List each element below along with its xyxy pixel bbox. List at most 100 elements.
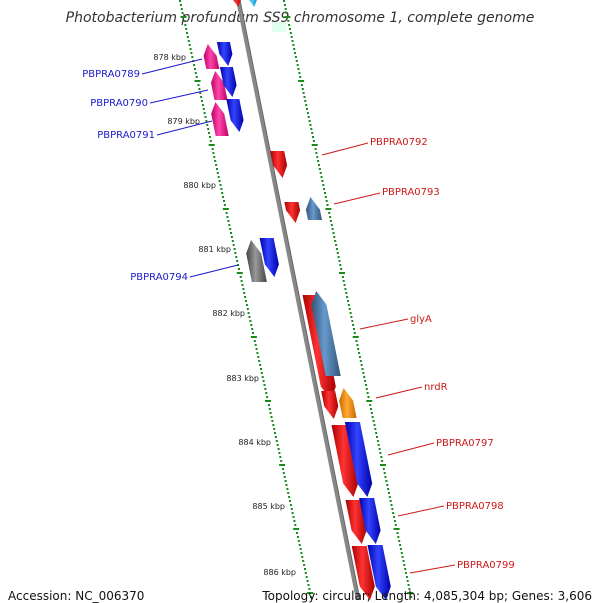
tick-mark bbox=[283, 476, 286, 478]
tick-mark bbox=[390, 504, 393, 506]
gene-label[interactable]: PBPRA0791 bbox=[97, 130, 155, 141]
tick-mark bbox=[230, 236, 233, 238]
gene-arrow[interactable] bbox=[359, 498, 381, 544]
tick-mark bbox=[204, 116, 207, 118]
tick-mark bbox=[347, 304, 350, 306]
tick-mark bbox=[282, 468, 284, 470]
gene-label[interactable]: PBPRA0797 bbox=[436, 438, 494, 449]
gene-arrow[interactable] bbox=[344, 422, 373, 497]
tick-mark bbox=[334, 240, 337, 242]
tick-mark bbox=[287, 492, 290, 494]
tick-mark bbox=[384, 476, 387, 478]
tick-mark bbox=[314, 148, 317, 150]
tick-mark bbox=[291, 40, 294, 42]
tick-mark bbox=[376, 436, 378, 438]
tick-mark bbox=[287, 20, 290, 22]
gene-arrow[interactable] bbox=[311, 291, 341, 376]
gene-label[interactable]: PBPRA0792 bbox=[370, 137, 428, 148]
tick-mark bbox=[346, 296, 349, 298]
gene-arrow[interactable] bbox=[230, 0, 242, 7]
tick-mark bbox=[220, 188, 223, 190]
gene-arrow[interactable] bbox=[270, 151, 288, 178]
tick-mark bbox=[223, 200, 225, 202]
tick-mark bbox=[295, 60, 298, 62]
kbp-label: 882 kbp bbox=[212, 309, 245, 318]
gene-arrow[interactable] bbox=[331, 425, 359, 497]
tick-mark bbox=[296, 536, 299, 538]
tick-mark bbox=[305, 576, 308, 578]
tick-mark bbox=[383, 472, 386, 474]
tick-mark bbox=[322, 184, 325, 186]
tick-mark bbox=[274, 436, 277, 438]
tick-mark bbox=[183, 20, 186, 22]
tick-mark bbox=[352, 336, 359, 338]
gene-label[interactable]: glyA bbox=[410, 314, 432, 325]
tick-mark bbox=[250, 336, 257, 338]
tick-mark bbox=[215, 164, 218, 166]
tick-mark bbox=[366, 400, 373, 402]
gene-label[interactable]: PBPRA0790 bbox=[90, 98, 148, 109]
gene-arrow[interactable] bbox=[321, 391, 339, 419]
tick-mark bbox=[298, 544, 301, 546]
tick-mark bbox=[347, 300, 349, 302]
tick-mark bbox=[318, 164, 320, 166]
tick-mark bbox=[274, 432, 276, 434]
tick-mark bbox=[387, 488, 390, 490]
tick-mark bbox=[283, 4, 286, 6]
tick-mark bbox=[206, 124, 209, 126]
tick-mark bbox=[189, 48, 192, 50]
gene-arrow[interactable] bbox=[345, 500, 367, 544]
tick-mark bbox=[339, 264, 342, 266]
tick-mark bbox=[370, 408, 372, 410]
tick-mark bbox=[289, 504, 292, 506]
tick-mark bbox=[338, 260, 341, 262]
gene-arrow[interactable] bbox=[367, 545, 391, 600]
gene-arrow[interactable] bbox=[351, 546, 375, 600]
tick-mark bbox=[264, 388, 267, 390]
tick-mark bbox=[402, 560, 405, 562]
gene-arrow[interactable] bbox=[216, 42, 233, 66]
tick-mark bbox=[342, 280, 345, 282]
tick-mark bbox=[373, 424, 376, 426]
tick-mark bbox=[186, 36, 189, 38]
tick-mark bbox=[388, 496, 391, 498]
gene-arrow[interactable] bbox=[246, 240, 267, 282]
tick-mark bbox=[303, 96, 306, 98]
gene-arrow[interactable] bbox=[219, 67, 237, 97]
gene-label[interactable]: PBPRA0794 bbox=[130, 272, 188, 283]
tick-mark bbox=[194, 72, 197, 74]
gene-arrow[interactable] bbox=[211, 71, 228, 100]
tick-mark bbox=[307, 584, 310, 586]
gene-label[interactable]: PBPRA0799 bbox=[457, 560, 515, 571]
tick-mark bbox=[266, 396, 269, 398]
tick-mark bbox=[349, 312, 352, 314]
gene-arrow[interactable] bbox=[226, 99, 244, 132]
tick-mark bbox=[230, 232, 232, 234]
gene-arrow[interactable] bbox=[305, 197, 322, 220]
gene-arrow[interactable] bbox=[246, 0, 258, 7]
tick-mark bbox=[203, 112, 206, 114]
tick-mark bbox=[234, 252, 237, 254]
tick-mark bbox=[221, 192, 224, 194]
tick-mark bbox=[380, 464, 386, 466]
gene-arrow[interactable] bbox=[284, 202, 301, 223]
tick-mark bbox=[213, 156, 216, 158]
tick-mark bbox=[382, 468, 385, 470]
tick-mark bbox=[291, 512, 294, 514]
tick-mark bbox=[258, 360, 261, 362]
gene-arrow[interactable] bbox=[211, 102, 229, 136]
tick-mark bbox=[357, 348, 360, 350]
tick-mark bbox=[319, 172, 322, 174]
gene-arrow[interactable] bbox=[259, 238, 279, 277]
gene-arrow[interactable] bbox=[339, 388, 357, 418]
gene-label[interactable]: nrdR bbox=[424, 382, 448, 393]
gene-arrow[interactable] bbox=[203, 44, 220, 69]
tick-mark bbox=[211, 148, 214, 150]
gene-label[interactable]: PBPRA0789 bbox=[82, 69, 140, 80]
gene-label[interactable]: PBPRA0798 bbox=[446, 501, 504, 512]
highlight-box bbox=[272, 22, 286, 32]
tick-mark bbox=[202, 108, 205, 110]
genome-stats-text: Topology: circular; Length: 4,085,304 bp… bbox=[262, 589, 592, 603]
tick-mark bbox=[243, 292, 246, 294]
gene-label[interactable]: PBPRA0793 bbox=[382, 187, 440, 198]
